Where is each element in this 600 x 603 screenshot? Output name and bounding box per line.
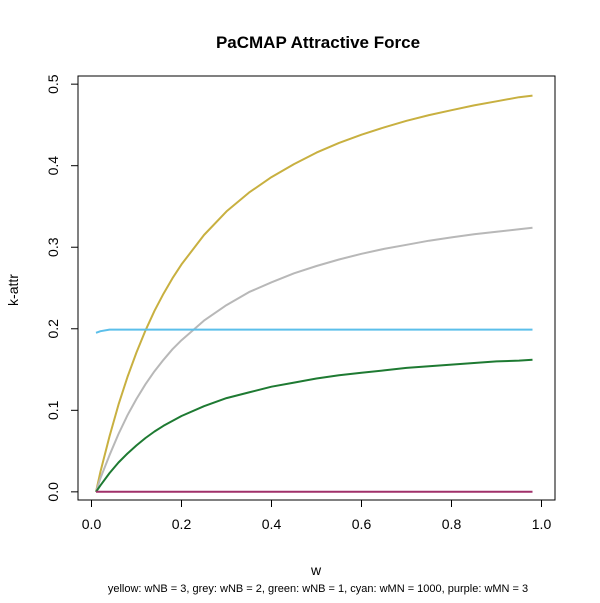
series-line-4 [95, 328, 533, 334]
chart-caption: yellow: wNB = 3, grey: wNB = 2, green: w… [108, 583, 528, 595]
x-tick-label: 1.0 [532, 516, 552, 532]
y-tick-label: 0.4 [45, 156, 61, 176]
chart-title: PaCMAP Attractive Force [216, 33, 420, 52]
series-line-2 [95, 226, 533, 493]
series-layer [95, 94, 533, 493]
x-tick-label: 0.4 [262, 516, 282, 532]
y-tick-label: 0.0 [45, 482, 61, 502]
series-line-3 [95, 358, 533, 493]
y-axis-label: k-attr [5, 274, 21, 306]
x-tick-label: 0.8 [442, 516, 462, 532]
y-tick-label: 0.2 [45, 319, 61, 339]
series-line-1 [95, 94, 533, 493]
y-tick-label: 0.1 [45, 400, 61, 420]
x-tick-label: 0.0 [82, 516, 102, 532]
y-tick-label: 0.5 [45, 74, 61, 94]
x-tick-label: 0.6 [352, 516, 372, 532]
x-axis-label: w [310, 562, 322, 578]
plot-frame [77, 75, 556, 501]
x-axis: 0.0 0.2 0.4 0.6 0.8 1.0 [82, 499, 552, 532]
y-tick-label: 0.3 [45, 237, 61, 257]
x-tick-label: 0.2 [172, 516, 192, 532]
y-axis: 0.0 0.1 0.2 0.3 0.4 0.5 [45, 74, 79, 502]
